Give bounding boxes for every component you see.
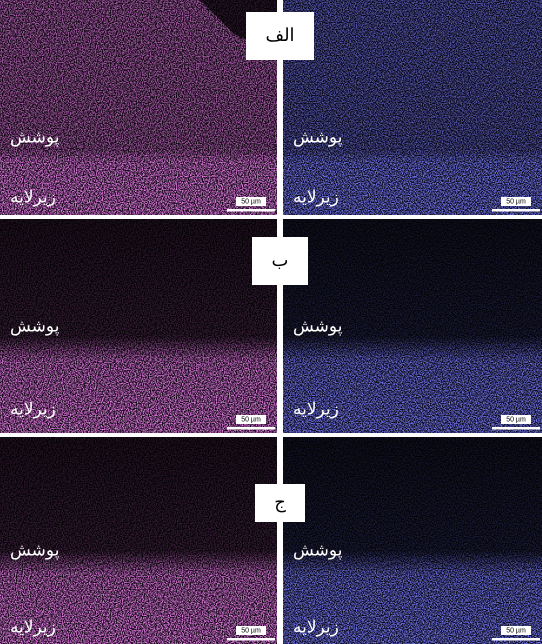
- coating-label: پوشش: [293, 317, 343, 337]
- substrate-label: زیرلایه: [10, 400, 56, 420]
- scale-bar: [492, 638, 540, 641]
- scale-bar: [227, 209, 275, 212]
- map-shade: [283, 0, 542, 215]
- substrate-label: زیرلایه: [10, 188, 56, 208]
- eds-map: پوشش زیرلایه 50 µm: [0, 0, 277, 215]
- scale-bar-label: 50 µm: [241, 627, 261, 634]
- coating-label: پوشش: [293, 541, 343, 561]
- coating-label: پوشش: [10, 317, 60, 337]
- scale-bar: [492, 427, 540, 430]
- scale-bar-label: 50 µm: [506, 416, 526, 423]
- panel-label: الف: [265, 25, 294, 46]
- panel-label: ب: [272, 250, 289, 271]
- eds-map: پوشش زیرلایه 50 µm: [283, 219, 542, 433]
- eds-map: پوشش زیرلایه 50 µm: [283, 437, 542, 644]
- scale-bar: [227, 638, 275, 641]
- panel-label: ج: [274, 492, 286, 513]
- coating-label: پوشش: [10, 128, 60, 148]
- scale-bar-label: 50 µm: [506, 198, 526, 205]
- scale-bar-label: 50 µm: [241, 416, 261, 423]
- substrate-label: زیرلایه: [10, 618, 56, 638]
- scale-bar: [492, 209, 540, 212]
- coating-label: پوشش: [10, 541, 60, 561]
- substrate-label: زیرلایه: [293, 188, 339, 208]
- eds-map: پوشش زیرلایه 50 µm: [0, 437, 277, 644]
- figure: پوشش زیرلایه 50 µm پوشش زیرلایه 50 µm الف پوشش ز…: [0, 0, 542, 644]
- scale-bar: [227, 427, 275, 430]
- scale-bar-label: 50 µm: [506, 627, 526, 634]
- eds-map: پوشش زیرلایه 50 µm: [0, 219, 277, 433]
- scale-bar-label: 50 µm: [241, 198, 261, 205]
- eds-map: پوشش زیرلایه 50 µm: [283, 0, 542, 215]
- substrate-label: زیرلایه: [293, 400, 339, 420]
- substrate-label: زیرلایه: [293, 618, 339, 638]
- coating-label: پوشش: [293, 128, 343, 148]
